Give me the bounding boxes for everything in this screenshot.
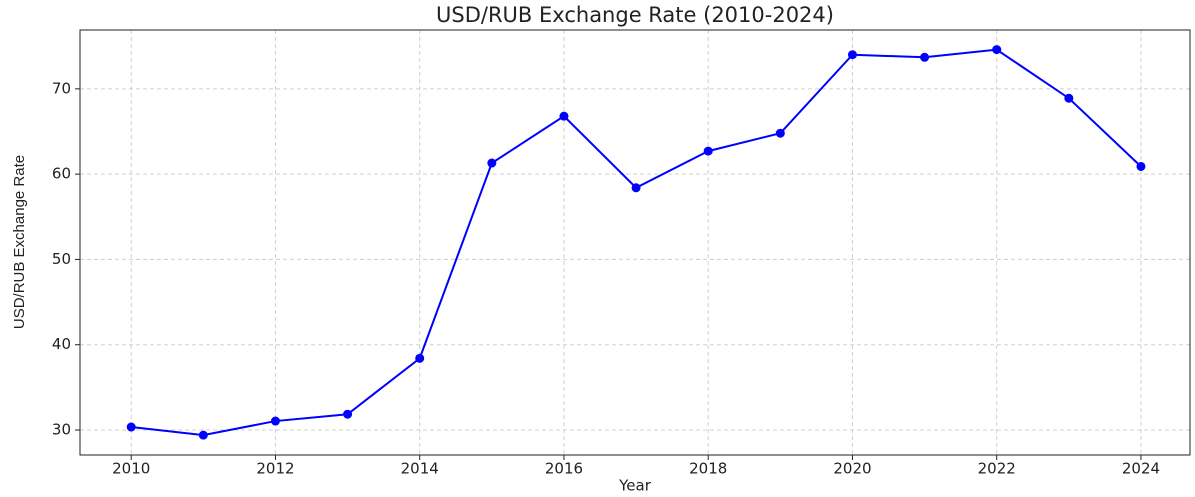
point [343,409,353,419]
point [775,128,785,138]
point [992,45,1002,55]
x-tick-label: 2010 [112,460,150,478]
point [703,146,713,156]
point [198,430,208,440]
point [270,416,280,426]
plot [126,45,1146,440]
grid [80,30,1190,455]
x-tick-label: 2012 [256,460,294,478]
x-tick-label: 2014 [401,460,439,478]
point [126,422,136,432]
point [415,353,425,363]
point [847,50,857,60]
line [131,48,1142,437]
y-tick-label: 70 [52,79,71,97]
point [1136,161,1146,171]
axes-frame [79,29,1191,456]
point [631,183,641,193]
x-tick-label: 2016 [545,460,583,478]
point [487,158,497,168]
y-tick-label: 40 [52,335,71,353]
y-tick-label: 50 [52,250,71,268]
x-tick-label: 2024 [1122,460,1160,478]
x-tick-label: 2022 [978,460,1016,478]
x-axis-label: Year [618,477,652,495]
point [920,52,930,62]
x-tick-label: 2018 [689,460,727,478]
point [1064,93,1074,103]
y-tick-label: 60 [52,165,71,183]
point [559,111,569,121]
x-tick-label: 2020 [833,460,871,478]
y-axis-label: USD/RUB Exchange Rate [11,155,28,329]
y-tick-label: 30 [52,421,71,439]
chart-title: USD/RUB Exchange Rate (2010-2024) [436,3,834,27]
